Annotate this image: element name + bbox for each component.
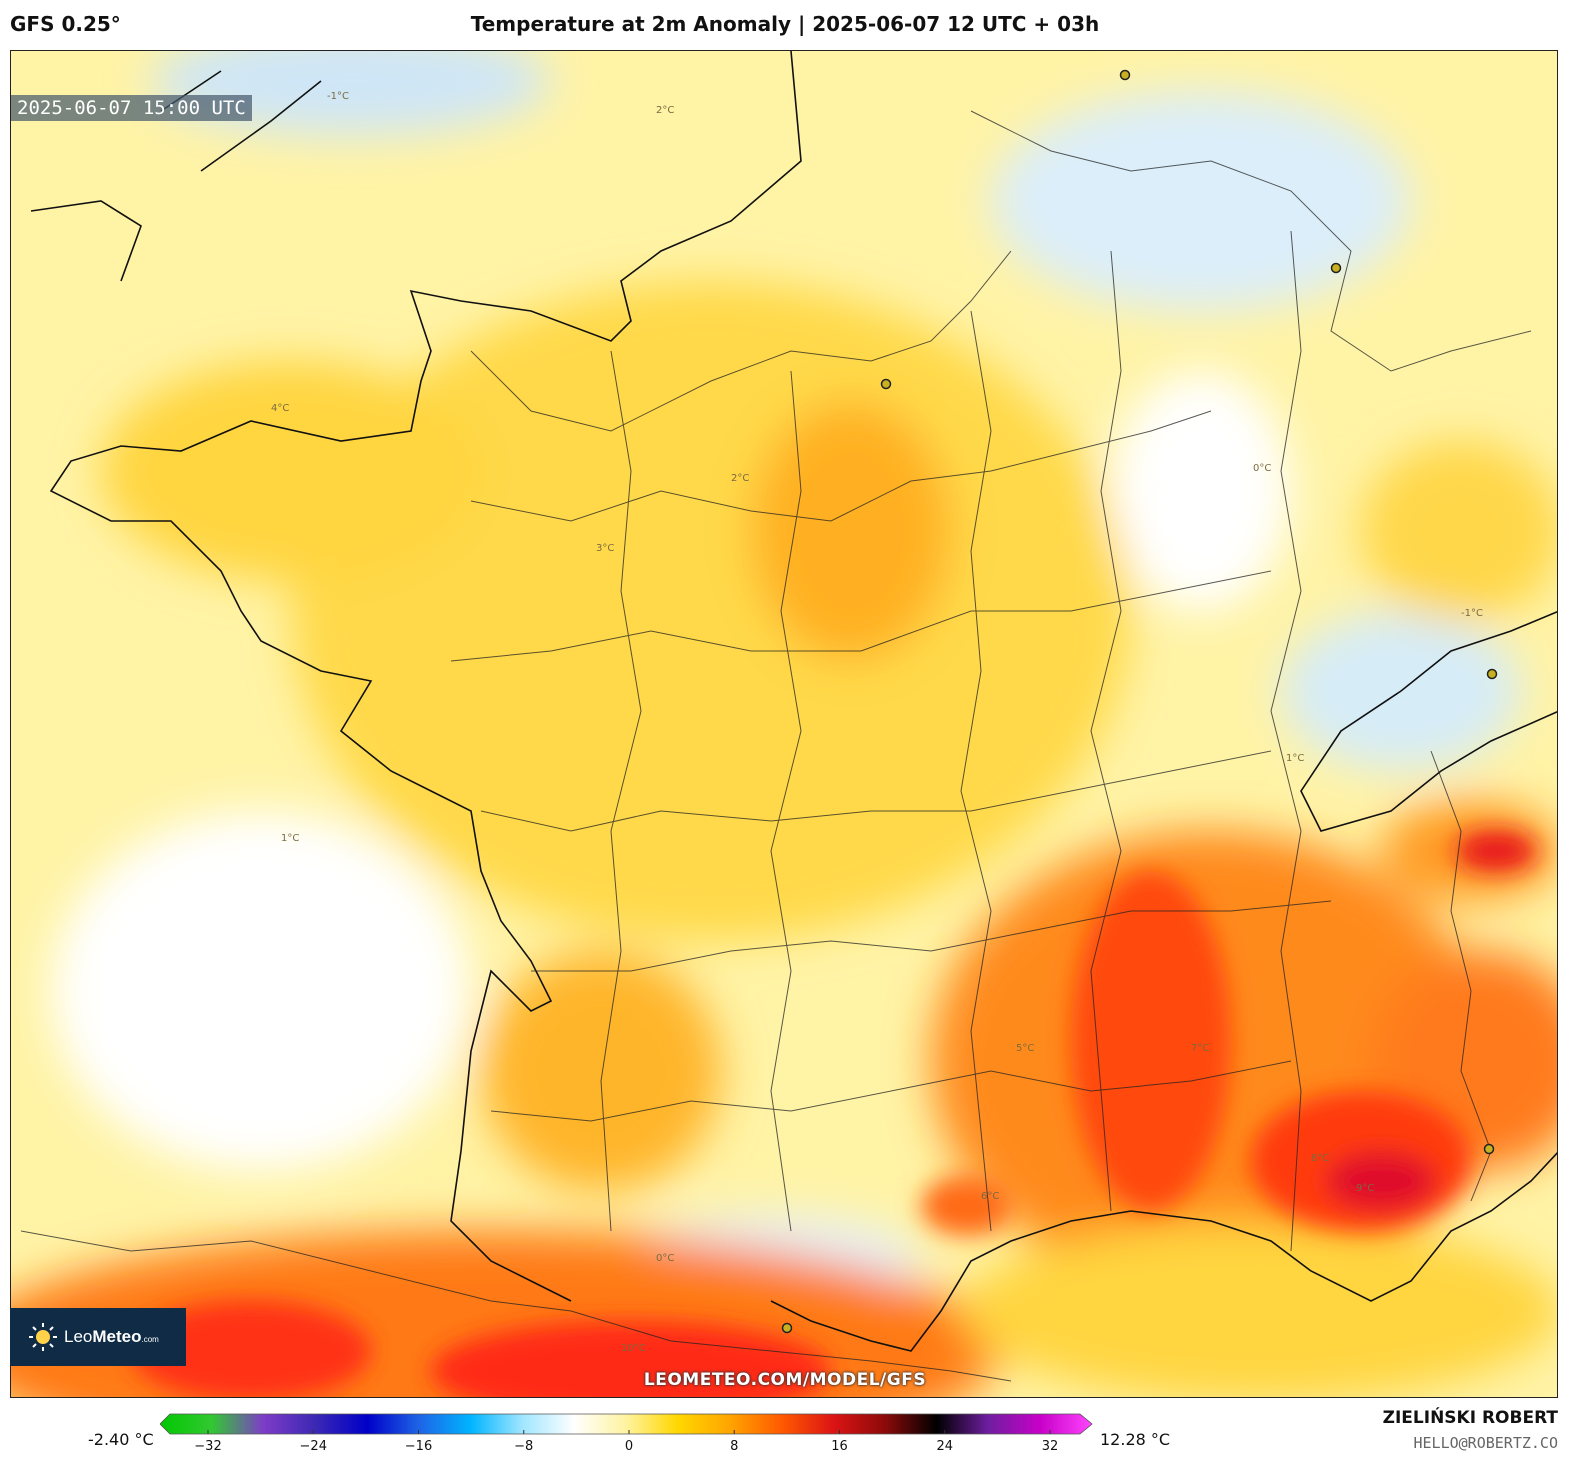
- colorbar-ticks: −32 −24 −16 −8 0 8 16 24 32: [194, 1430, 1058, 1454]
- colorbar-tick-label: 8: [730, 1439, 738, 1454]
- italy-max-core: [1456, 831, 1536, 871]
- city-marker-monaco: [1483, 1143, 1495, 1155]
- city-marker-brussels: [1119, 69, 1131, 81]
- contour-label: 7°C: [1191, 1043, 1209, 1054]
- contour-labels: 2°C -1°C 1°C 0°C 2°C 3°C 4°C 5°C 6°C 7°C…: [271, 91, 1483, 1354]
- rhone-hot-core: [1071, 871, 1231, 1211]
- colorbar-tick-label: −32: [194, 1439, 221, 1454]
- anomaly-map: 2°C -1°C 1°C 0°C 2°C 3°C 4°C 5°C 6°C 7°C…: [10, 50, 1558, 1398]
- colorbar-min-label: -2.40 °C: [88, 1430, 154, 1449]
- map-canvas: 2°C -1°C 1°C 0°C 2°C 3°C 4°C 5°C 6°C 7°C…: [11, 51, 1557, 1397]
- city-markers: [781, 69, 1498, 1334]
- contour-label: 1°C: [1286, 753, 1304, 764]
- colorbar-tick-label: −8: [514, 1439, 533, 1454]
- contour-label: 3°C: [596, 543, 614, 554]
- colorbar-tick-label: 32: [1042, 1439, 1059, 1454]
- contour-label: 8°C: [1311, 1153, 1329, 1164]
- coastlines: [30, 51, 1557, 1352]
- model-label: GFS 0.25°: [10, 12, 121, 36]
- colorbar-tick-label: 0: [625, 1439, 633, 1454]
- map-title: Temperature at 2m Anomaly | 2025-06-07 1…: [470, 12, 1100, 36]
- spain-hot-core: [131, 1301, 371, 1397]
- colorbar: −32 −24 −16 −8 0 8 16 24 32: [160, 1413, 1093, 1454]
- colorbar-band: [160, 1413, 1093, 1435]
- colorbar-tick-label: 16: [831, 1439, 848, 1454]
- sun-icon: [29, 1323, 57, 1351]
- provence-max-core: [1326, 1151, 1436, 1211]
- montpellier-hot-core: [921, 1176, 1011, 1236]
- contour-label: 10°C: [621, 1343, 646, 1354]
- author-name: ZIELIŃSKI ROBERT: [1382, 1408, 1558, 1428]
- atlantic-neutral-zone: [51, 811, 471, 1171]
- alsace-warm-zone: [1361, 441, 1557, 621]
- city-marker-paris: [880, 378, 892, 390]
- pyrenees-hot-core: [431, 1321, 831, 1397]
- contour-label: -1°C: [1461, 608, 1483, 619]
- brittany-warm-zone: [101, 361, 481, 581]
- contour-label: 5°C: [1016, 1043, 1034, 1054]
- vosges-neutral-zone: [1111, 371, 1291, 611]
- watermark-url: LEOMETEO.COM/MODEL/GFS: [643, 1370, 927, 1390]
- colorbar-tick-label: 24: [936, 1439, 953, 1454]
- colorbar-tick-label: −24: [300, 1439, 327, 1454]
- city-marker-bern: [1486, 668, 1498, 680]
- admin-borders: [20, 110, 1532, 1382]
- valid-time-label: 2025-06-07 15:00 UTC: [11, 95, 252, 121]
- paris-warm-zone: [751, 401, 951, 661]
- colorbar-max-label: 12.28 °C: [1100, 1430, 1171, 1449]
- city-marker-andorra: [781, 1322, 793, 1334]
- contour-label: 2°C: [731, 473, 749, 484]
- colorbar-tick-label: −16: [405, 1439, 432, 1454]
- contour-label: 4°C: [271, 403, 289, 414]
- contour-label: -1°C: [327, 91, 349, 102]
- contour-label: 2°C: [656, 105, 674, 116]
- logo-wordmark: LeoMeteo.com: [64, 1327, 159, 1346]
- belgium-cool-zone: [991, 91, 1411, 311]
- contour-label: 9°C: [1356, 1183, 1374, 1194]
- leometeo-logo: LeoMeteo.com: [10, 1308, 186, 1366]
- contour-label: 6°C: [981, 1191, 999, 1202]
- southwest-warm-zone: [481, 951, 721, 1191]
- contour-label: 1°C: [281, 833, 299, 844]
- city-marker-luxembourg: [1330, 262, 1342, 274]
- author-email: HELLO@ROBERTZ.CO: [1413, 1434, 1559, 1452]
- mediterranean-warm-zone: [961, 1221, 1557, 1397]
- contour-label: 0°C: [656, 1253, 674, 1264]
- contour-label: 0°C: [1253, 463, 1271, 474]
